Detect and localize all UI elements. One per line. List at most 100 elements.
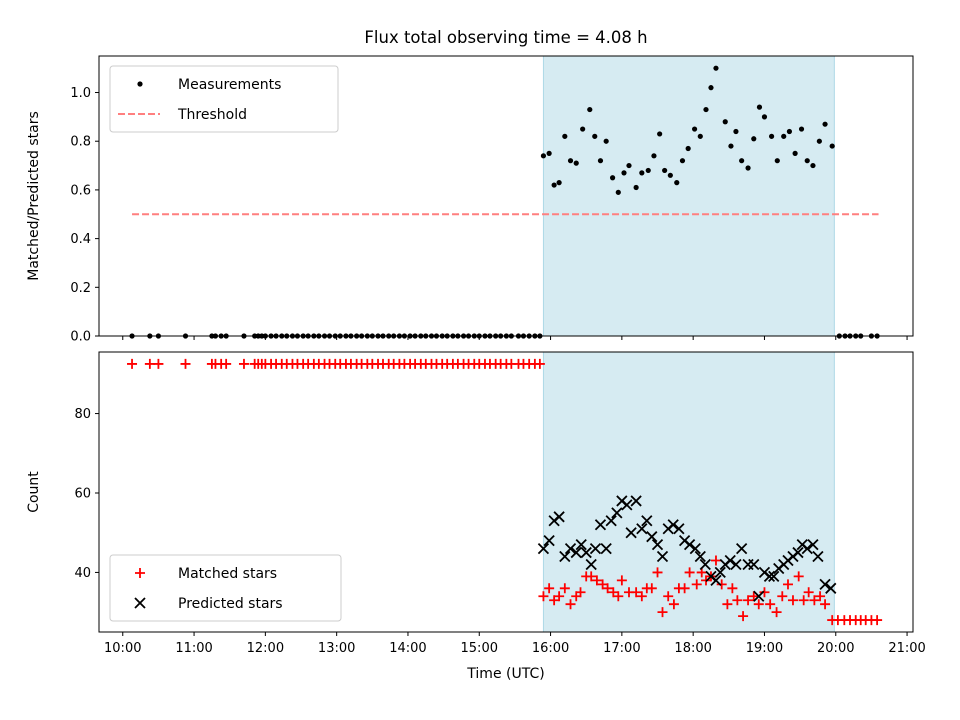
data-point (781, 133, 787, 139)
y-tick-label: 0.8 (70, 135, 91, 150)
data-point (679, 158, 686, 164)
data-point (803, 587, 814, 598)
data-point (667, 172, 673, 178)
data-point (736, 542, 748, 555)
legend-marker-predicted (134, 597, 146, 609)
data-point (238, 358, 249, 369)
legend-marker-measurements (137, 81, 143, 87)
data-point (636, 523, 648, 535)
legend-label: Matched stars (178, 566, 277, 582)
y-axis-label: Count (26, 471, 42, 513)
data-point (586, 571, 597, 582)
data-point (592, 133, 598, 139)
data-point (534, 358, 545, 369)
axes-frame (98, 351, 914, 633)
data-point (748, 558, 760, 571)
series-measurements (129, 65, 880, 339)
data-point (603, 138, 609, 144)
data-point (575, 538, 587, 551)
data-point (639, 170, 645, 176)
data-point (738, 611, 749, 622)
data-point (774, 158, 780, 164)
legend-label: Measurements (178, 77, 281, 93)
data-point (656, 550, 669, 563)
data-point (589, 542, 602, 555)
data-point (787, 595, 798, 606)
data-point (777, 591, 788, 602)
data-point (540, 153, 547, 159)
legend: Measurements Threshold (109, 65, 339, 133)
data-point (804, 158, 810, 164)
data-point (570, 546, 582, 559)
data-point (127, 358, 138, 369)
data-point (822, 121, 828, 127)
data-point (753, 590, 765, 602)
data-point (636, 591, 647, 602)
data-point (714, 566, 726, 579)
data-point (685, 145, 691, 152)
x-tick-label: 17:00 (603, 641, 640, 656)
legend-box (109, 65, 339, 133)
data-point (765, 599, 776, 610)
data-point (144, 358, 155, 369)
data-point (801, 542, 813, 555)
data-point (722, 599, 733, 610)
x-tick-label: 12:00 (247, 641, 284, 656)
data-point (641, 515, 653, 527)
data-point (559, 550, 571, 563)
data-point (668, 599, 679, 610)
data-point (546, 150, 552, 156)
data-point (646, 531, 658, 543)
data-point (713, 65, 719, 71)
data-point (697, 133, 703, 139)
data-point (538, 591, 549, 602)
data-point (616, 575, 627, 586)
data-point (771, 607, 782, 618)
data-point (710, 555, 721, 566)
data-point (683, 538, 696, 551)
legend-marker-matched (135, 568, 145, 578)
legend: Matched stars Predicted stars (109, 554, 342, 622)
x-tick-label: 15:00 (461, 641, 498, 656)
data-point (663, 591, 674, 602)
data-point (631, 587, 642, 598)
data-point (786, 128, 793, 135)
y-tick-label: 0.4 (70, 232, 91, 247)
legend-label: Predicted stars (178, 596, 283, 612)
y-tick-label: 0.0 (70, 330, 91, 345)
data-point (816, 138, 822, 144)
data-point (743, 595, 754, 606)
data-point (793, 571, 804, 582)
y-tick-label: 40 (74, 566, 91, 581)
data-point (597, 158, 604, 164)
data-point (722, 119, 728, 125)
data-point (605, 515, 617, 527)
legend-label: Threshold (177, 107, 247, 123)
data-point (716, 579, 727, 590)
data-point (580, 126, 586, 132)
y-tick-label: 80 (74, 407, 91, 422)
x-tick-label: 18:00 (674, 641, 711, 656)
y-axis-label: Matched/Predicted stars (26, 111, 42, 281)
data-point (812, 550, 824, 563)
data-point (820, 599, 831, 610)
data-point (825, 582, 837, 594)
data-point (657, 131, 663, 137)
data-point (810, 162, 816, 169)
data-point (792, 150, 798, 156)
data-point (573, 160, 579, 166)
data-point (684, 567, 695, 578)
data-point (651, 153, 657, 159)
data-point (565, 599, 576, 610)
data-point (662, 167, 668, 174)
data-point (759, 587, 770, 598)
data-point (745, 165, 751, 171)
data-point (646, 583, 657, 594)
data-point (553, 511, 565, 523)
data-point (180, 358, 191, 369)
data-point (708, 85, 714, 91)
data-point (633, 184, 639, 191)
data-point (689, 542, 701, 555)
y-tick-label: 60 (74, 486, 91, 501)
data-point (625, 527, 637, 539)
